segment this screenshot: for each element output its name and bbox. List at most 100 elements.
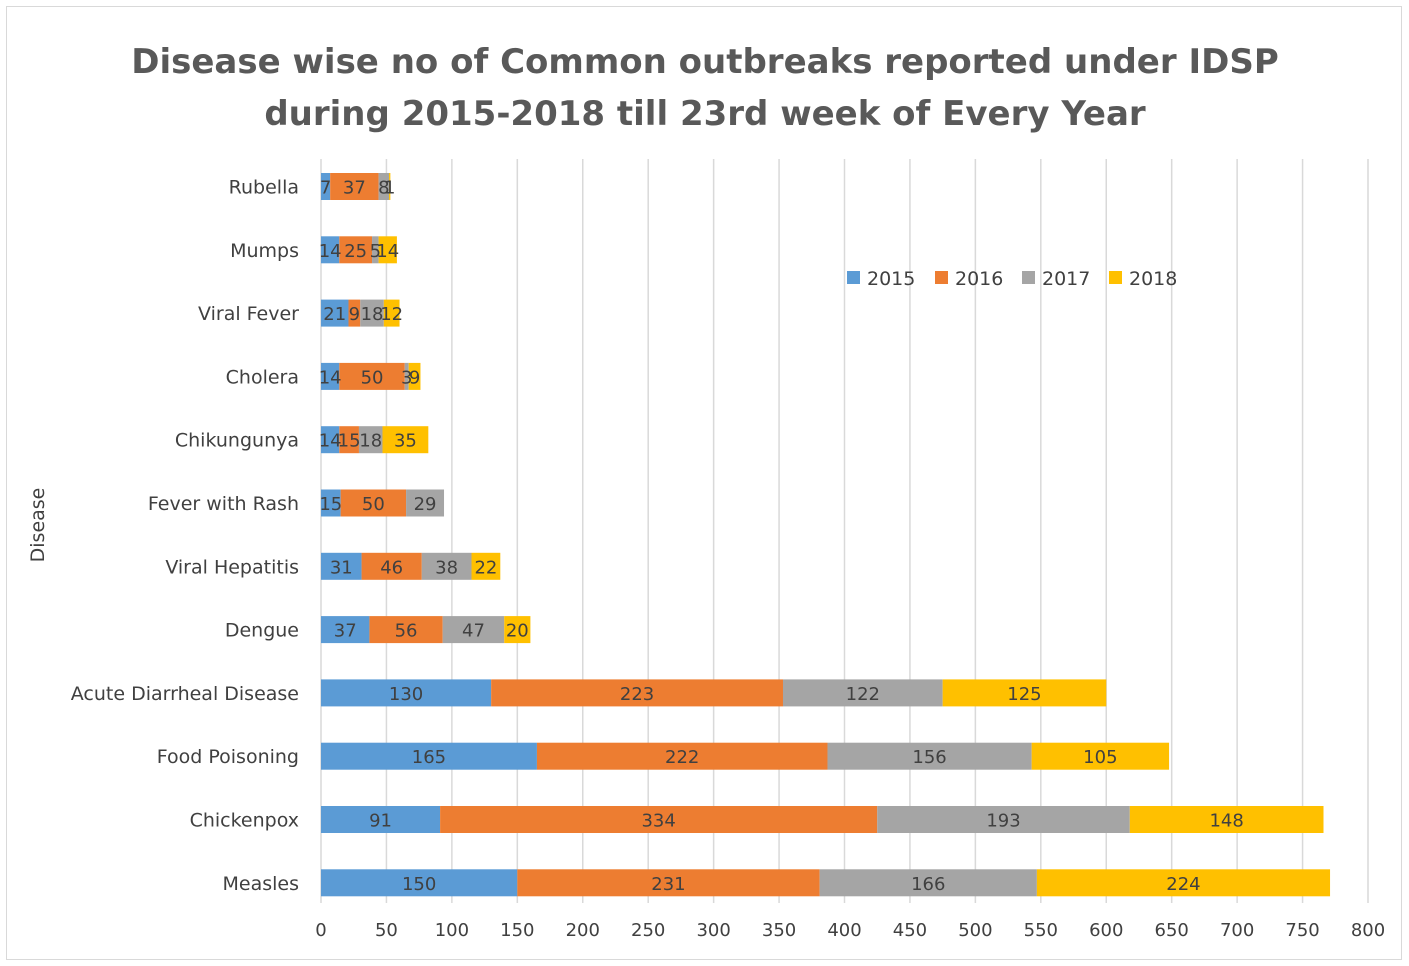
x-tick-50: 50	[375, 920, 398, 941]
bar-rubella-2017	[378, 173, 390, 200]
x-tick-650: 650	[1155, 920, 1189, 941]
data-label-viral-fever-2015: 21	[323, 304, 346, 325]
bar-viral-fever-2017	[360, 299, 384, 327]
data-label-cholera-2015: 14	[319, 367, 342, 388]
bar-chickenpox-2015	[321, 806, 441, 833]
data-label-fever-with-rash-2015: 15	[319, 494, 342, 515]
y-axis-title: Disease	[27, 488, 49, 563]
bar-dengue-2015	[321, 616, 370, 644]
bar-measles-2016	[517, 869, 820, 897]
bar-mumps-2015	[321, 236, 340, 264]
data-label-chikungunya-2015: 14	[319, 431, 342, 452]
bar-dengue-2017	[442, 616, 505, 644]
x-tick-600: 600	[1089, 920, 1123, 941]
data-label-measles-2018: 224	[1166, 874, 1200, 895]
bar-food-poisoning-2016	[536, 742, 828, 770]
bar-dengue-2016	[369, 616, 443, 644]
category-label-acute-diarrheal-disease: Acute Diarrheal Disease	[71, 683, 299, 705]
x-tick-700: 700	[1220, 920, 1254, 941]
legend-label-2015: 2015	[867, 268, 915, 290]
x-tick-300: 300	[696, 920, 730, 941]
bar-viral-hepatitis-2017	[421, 552, 472, 580]
data-label-viral-hepatitis-2016: 46	[380, 557, 403, 578]
data-label-mumps-2017: 5	[370, 241, 381, 262]
x-tick-400: 400	[827, 920, 861, 941]
data-label-chickenpox-2017: 193	[986, 811, 1020, 832]
legend-swatch-2018	[1109, 271, 1122, 284]
category-label-chikungunya: Chikungunya	[175, 430, 299, 452]
x-tick-750: 750	[1285, 920, 1319, 941]
bar-mumps-2018	[378, 236, 397, 264]
bar-fever-with-rash-2017	[406, 489, 445, 517]
chart-frame: Disease wise no of Common outbreaks repo…	[6, 6, 1402, 960]
bar-viral-fever-2018	[383, 299, 400, 327]
bar-cholera-2018	[408, 362, 421, 390]
bar-fever-with-rash-2016	[340, 489, 407, 517]
bar-cholera-2017	[404, 362, 409, 390]
bar-rubella-2015	[321, 173, 331, 200]
data-label-fever-with-rash-2016: 50	[362, 494, 385, 515]
category-label-measles: Measles	[223, 873, 300, 895]
data-label-measles-2015: 150	[402, 874, 436, 895]
bar-food-poisoning-2018	[1031, 742, 1170, 770]
data-label-mumps-2015: 14	[319, 241, 342, 262]
category-label-cholera: Cholera	[226, 366, 299, 388]
legend-label-2018: 2018	[1129, 268, 1177, 290]
data-label-chickenpox-2015: 91	[369, 811, 392, 832]
chart-title-line-2: during 2015-2018 till 23rd week of Every…	[264, 94, 1146, 134]
chart-title-line-1: Disease wise no of Common outbreaks repo…	[131, 42, 1278, 82]
category-label-fever-with-rash: Fever with Rash	[148, 493, 299, 515]
category-label-viral-fever: Viral Fever	[198, 303, 299, 325]
data-label-dengue-2016: 56	[395, 621, 418, 642]
bar-chikungunya-2015	[321, 426, 340, 454]
data-label-measles-2016: 231	[651, 874, 685, 895]
data-label-viral-hepatitis-2015: 31	[330, 557, 353, 578]
category-label-rubella: Rubella	[229, 177, 299, 199]
data-label-fever-with-rash-2017: 29	[414, 494, 437, 515]
category-label-food-poisoning: Food Poisoning	[157, 746, 299, 768]
bar-viral-fever-2015	[321, 299, 349, 327]
bar-viral-hepatitis-2015	[321, 552, 362, 580]
bar-rubella-2016	[330, 173, 379, 200]
category-label-mumps: Mumps	[230, 240, 299, 262]
data-label-cholera-2018: 9	[409, 367, 420, 388]
category-label-chickenpox: Chickenpox	[190, 810, 299, 832]
bar-acute-diarrheal-disease-2017	[782, 679, 943, 707]
x-tick-550: 550	[1024, 920, 1058, 941]
x-tick-100: 100	[435, 920, 469, 941]
bar-viral-hepatitis-2016	[361, 552, 422, 580]
data-label-dengue-2018: 20	[506, 621, 529, 642]
chart-title: Disease wise no of Common outbreaks repo…	[131, 42, 1278, 134]
data-label-rubella-2016: 37	[343, 178, 366, 199]
gridlines	[320, 159, 1369, 903]
data-label-acute-diarrheal-disease-2016: 223	[620, 684, 654, 705]
x-tick-350: 350	[762, 920, 796, 941]
data-label-acute-diarrheal-disease-2015: 130	[389, 684, 423, 705]
x-tick-500: 500	[958, 920, 992, 941]
legend: 2015 2016 2017 2018	[847, 268, 1177, 290]
bar-chikungunya-2018	[382, 426, 429, 454]
bar-acute-diarrheal-disease-2016	[491, 679, 783, 707]
x-tick-800: 800	[1351, 920, 1385, 941]
data-label-mumps-2016: 25	[344, 241, 367, 262]
bar-chikungunya-2017	[358, 426, 383, 454]
data-label-chikungunya-2017: 18	[359, 431, 382, 452]
bar-chickenpox-2018	[1129, 806, 1324, 833]
data-label-rubella-2018: 1	[384, 178, 395, 199]
x-tick-200: 200	[566, 920, 600, 941]
data-label-rubella-2015: 7	[320, 178, 331, 199]
data-label-rubella-2017: 8	[378, 178, 389, 199]
bar-rubella-2018	[389, 173, 391, 200]
bar-chickenpox-2016	[440, 806, 878, 833]
data-label-viral-fever-2018: 12	[380, 304, 403, 325]
data-label-cholera-2016: 50	[361, 367, 384, 388]
bar-dengue-2018	[504, 616, 531, 644]
data-label-food-poisoning-2015: 165	[412, 747, 446, 768]
data-label-acute-diarrheal-disease-2018: 125	[1007, 684, 1041, 705]
data-label-viral-fever-2017: 18	[361, 304, 384, 325]
bar-cholera-2015	[321, 362, 340, 390]
data-label-viral-hepatitis-2017: 38	[435, 557, 458, 578]
legend-swatch-2016	[935, 271, 948, 284]
bar-viral-fever-2016	[348, 299, 361, 327]
bar-food-poisoning-2015	[321, 742, 537, 770]
